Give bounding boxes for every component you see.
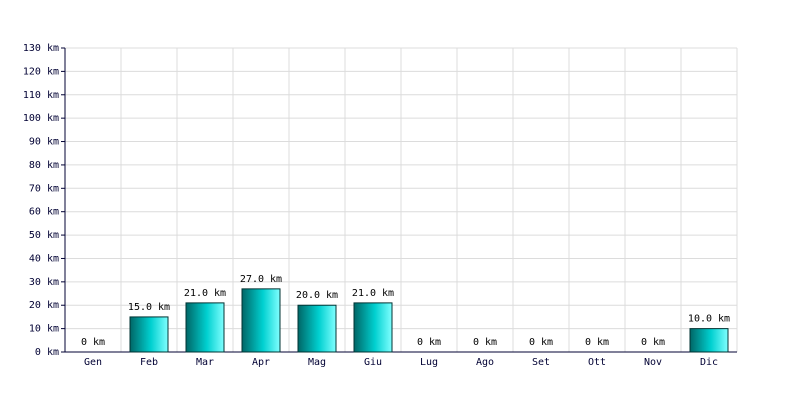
value-label: 21.0 km [352,288,394,299]
y-tick-label: 110 km [23,90,59,101]
y-tick-label: 10 km [29,324,59,335]
value-label: 0 km [529,337,553,348]
x-tick-label: Gen [84,357,102,368]
bar [185,302,225,353]
y-tick-label: 100 km [23,113,59,124]
y-tick-label: 50 km [29,230,59,241]
value-label: 20.0 km [296,290,338,301]
bar [297,304,337,353]
y-tick-label: 120 km [23,66,59,77]
bar [689,328,729,353]
y-tick-label: 20 km [29,300,59,311]
bar [241,288,281,353]
y-tick-label: 40 km [29,253,59,264]
x-tick-label: Nov [644,357,662,368]
x-tick-label: Feb [140,357,158,368]
y-tick-label: 30 km [29,277,59,288]
value-label: 21.0 km [184,288,226,299]
x-tick-label: Giu [364,357,382,368]
x-tick-label: Lug [420,357,438,368]
x-tick-label: Ott [588,357,606,368]
value-label: 0 km [585,337,609,348]
y-tick-label: 90 km [29,137,59,148]
x-tick-label: Mag [308,357,326,368]
x-tick-label: Mar [196,357,214,368]
x-tick-label: Apr [252,357,270,368]
value-label: 0 km [641,337,665,348]
value-label: 10.0 km [688,314,730,325]
y-tick-label: 80 km [29,160,59,171]
value-label: 0 km [473,337,497,348]
value-label: 15.0 km [128,302,170,313]
y-tick-label: 60 km [29,207,59,218]
value-label: 0 km [81,337,105,348]
y-tick-label: 70 km [29,183,59,194]
value-label: 27.0 km [240,274,282,285]
x-tick-label: Dic [700,357,718,368]
x-tick-label: Ago [476,357,494,368]
bar [353,302,393,353]
y-tick-label: 130 km [23,43,59,54]
bar [129,316,169,353]
value-label: 0 km [417,337,441,348]
y-tick-label: 0 km [35,347,59,358]
x-tick-label: Set [532,357,550,368]
